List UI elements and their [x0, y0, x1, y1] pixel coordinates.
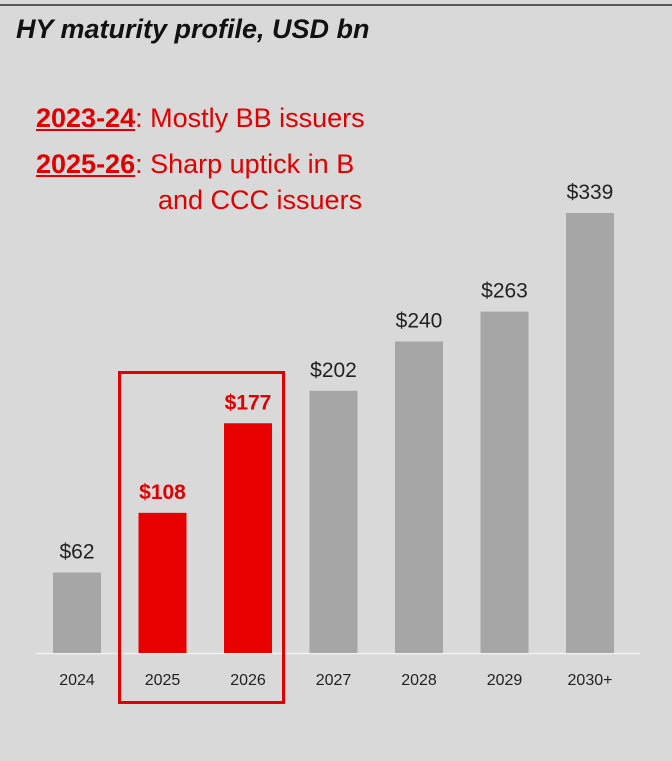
bar-2027	[309, 390, 358, 653]
x-tick-label-2027: 2027	[316, 672, 352, 689]
x-tick-label-2025: 2025	[145, 672, 181, 689]
x-tick-label-2024: 2024	[59, 672, 95, 689]
data-label-2025: $108	[139, 481, 186, 504]
data-label-2024: $62	[59, 541, 94, 564]
x-tick-label-2029: 2029	[487, 672, 523, 689]
data-label-2030+: $339	[567, 181, 614, 204]
x-tick-label-2030+: 2030+	[568, 672, 613, 689]
chart-title: HY maturity profile, USD bn	[16, 14, 370, 44]
data-label-2026: $177	[225, 391, 272, 414]
bar-2028	[395, 341, 443, 653]
data-label-2028: $240	[396, 309, 443, 332]
bar-2024	[53, 572, 101, 653]
annotation-year: 2025-26	[36, 149, 136, 179]
annotation-year: 2023-24	[36, 103, 136, 133]
x-tick-label-2026: 2026	[230, 672, 266, 689]
top-rule	[0, 4, 672, 6]
bar-2030+	[566, 213, 614, 653]
bar-2026	[224, 423, 272, 653]
x-tick-label-2028: 2028	[401, 672, 437, 689]
annotation-text: : Sharp uptick in B	[135, 149, 355, 179]
annotation-text: : Mostly BB issuers	[135, 103, 365, 133]
data-label-2029: $263	[481, 280, 528, 303]
annotation-2025-26: 2025-26: Sharp uptick in B	[36, 146, 354, 182]
highlight-box-2025-2026	[118, 371, 285, 704]
annotation-2023-24: 2023-24: Mostly BB issuers	[36, 100, 365, 136]
data-label-2027: $202	[310, 359, 357, 382]
annotation-2025-26-line2: and CCC issuers	[158, 185, 363, 215]
bar-2029	[480, 311, 529, 653]
bar-2025	[138, 512, 187, 653]
